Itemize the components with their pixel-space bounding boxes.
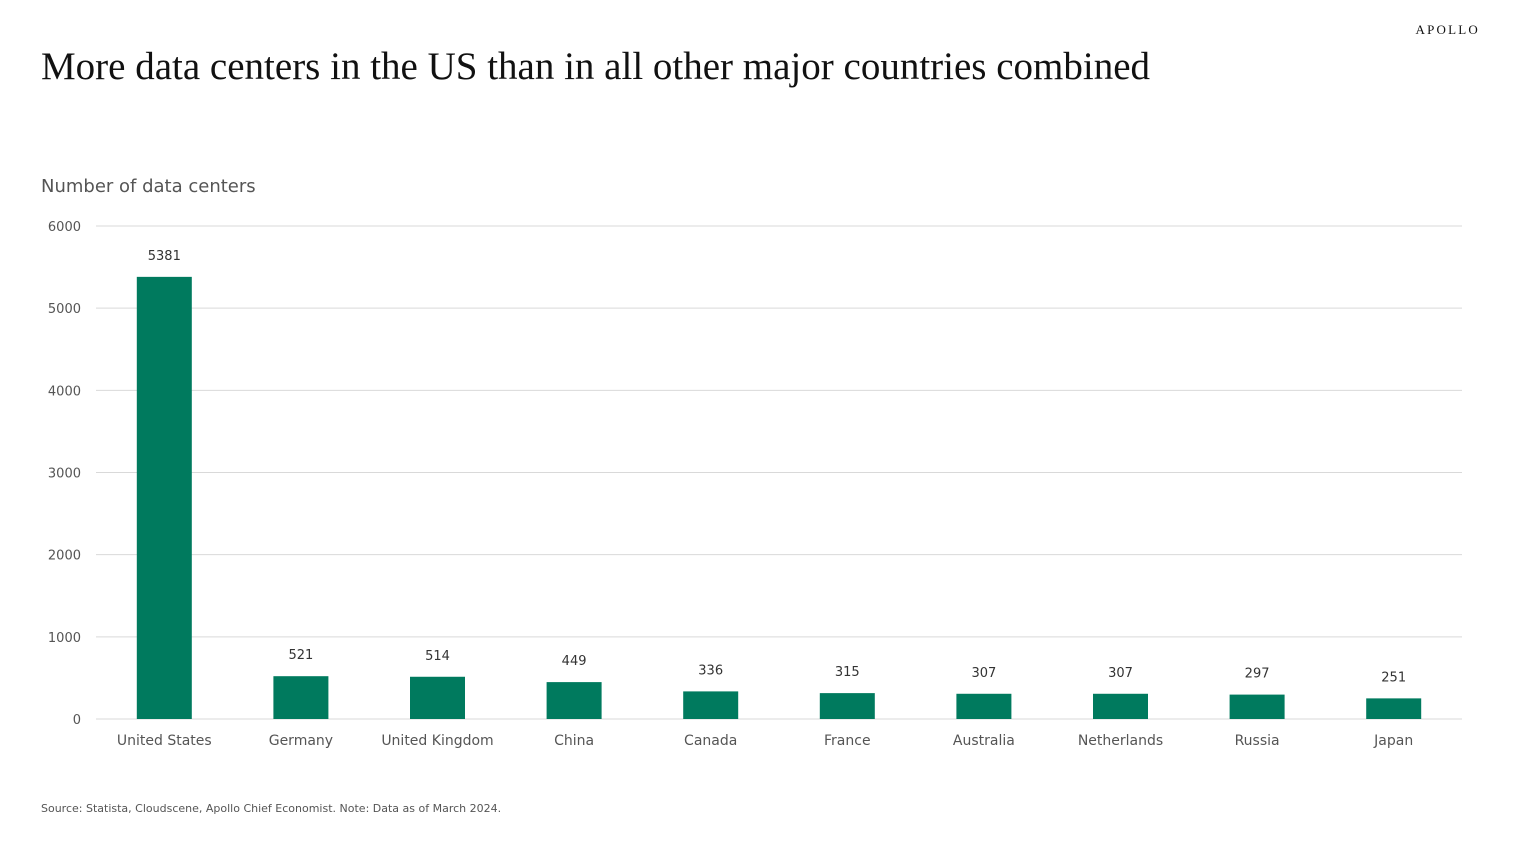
x-tick-label: Netherlands <box>1078 733 1163 749</box>
data-label: 514 <box>425 649 450 664</box>
data-label: 307 <box>971 666 996 681</box>
y-tick-label: 5000 <box>48 302 81 317</box>
y-axis-title: Number of data centers <box>41 176 256 197</box>
data-label: 5381 <box>148 249 181 264</box>
gridlines <box>96 225 1462 720</box>
bars <box>136 276 1422 719</box>
brand-logo: APOLLO <box>1415 22 1480 37</box>
bar-germany <box>273 676 329 719</box>
bar-china <box>546 682 602 719</box>
y-tick-label: 3000 <box>48 467 81 482</box>
x-axis-ticks: United States Germany United Kingdom China C… <box>117 733 1413 749</box>
data-labels: 5381 521 514 449 336 315 307 307 297 251 <box>148 249 1406 686</box>
data-label: 307 <box>1108 666 1133 681</box>
bar-canada <box>683 691 739 719</box>
bar-australia <box>956 693 1012 719</box>
bar-united-states <box>136 276 192 719</box>
data-label: 251 <box>1381 670 1406 685</box>
x-tick-label: United Kingdom <box>381 733 493 749</box>
y-tick-label: 4000 <box>48 384 81 399</box>
y-tick-label: 6000 <box>48 220 81 235</box>
data-label: 521 <box>288 648 313 663</box>
bar-russia <box>1229 694 1285 719</box>
x-tick-label: France <box>824 733 871 749</box>
bar-japan <box>1366 698 1422 719</box>
x-tick-label: Canada <box>684 733 737 749</box>
y-tick-label: 2000 <box>48 549 81 564</box>
bar-netherlands <box>1093 693 1148 719</box>
bar-france <box>819 693 875 719</box>
x-tick-label: Australia <box>953 733 1015 749</box>
data-label: 297 <box>1245 667 1270 682</box>
bar-united-kingdom <box>410 676 465 719</box>
y-tick-label: 0 <box>73 713 81 728</box>
x-tick-label: Russia <box>1235 733 1280 749</box>
x-tick-label: Japan <box>1373 733 1413 749</box>
x-tick-label: China <box>554 733 594 749</box>
x-tick-label: United States <box>117 733 212 749</box>
x-tick-label: Germany <box>269 733 333 749</box>
y-tick-label: 1000 <box>48 631 81 646</box>
source-note: Source: Statista, Cloudscene, Apollo Chi… <box>41 802 502 815</box>
data-label: 336 <box>698 663 723 678</box>
y-axis-ticks: 0 1000 2000 3000 4000 5000 6000 <box>48 220 81 728</box>
data-label: 449 <box>562 654 587 669</box>
page-title: More data centers in the US than in all … <box>41 45 1151 88</box>
data-label: 315 <box>835 665 860 680</box>
